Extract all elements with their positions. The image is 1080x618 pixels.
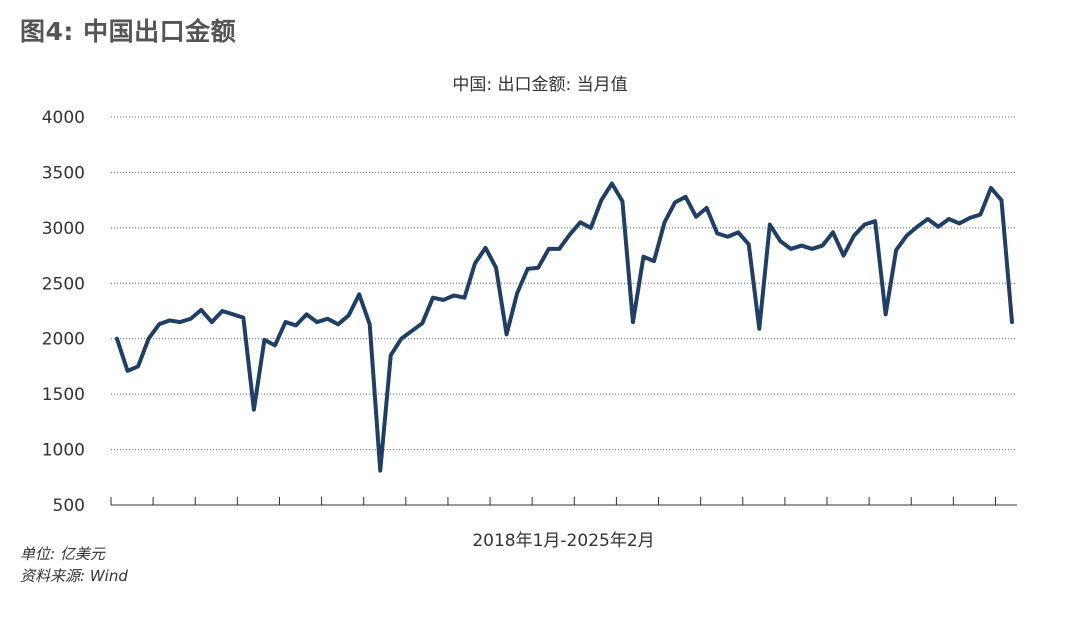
series-line-export-value	[115, 181, 1014, 473]
y-tick-label: 500	[53, 496, 85, 516]
chart-title: 中国: 出口金额: 当月值	[452, 75, 628, 95]
y-tick-label: 1000	[42, 441, 85, 461]
y-tick-label: 2000	[42, 330, 85, 350]
y-tick-label: 3500	[42, 163, 85, 183]
x-axis-ticks	[110, 497, 996, 505]
y-tick-label: 4000	[42, 108, 85, 128]
grid-lines	[111, 116, 1017, 451]
y-tick-label: 3000	[42, 219, 85, 239]
y-tick-label: 2500	[42, 274, 85, 294]
figure-title: 图4: 中国出口金额	[20, 17, 237, 46]
y-tick-label: 1500	[42, 385, 85, 405]
source-note: 资料来源: Wind	[20, 567, 128, 585]
x-axis-label: 2018年1月-2025年2月	[472, 531, 655, 551]
unit-note: 单位: 亿美元	[20, 545, 105, 563]
y-axis-ticks: 4000 3500 3000 2500 2000 1500 1000 500	[42, 108, 85, 516]
